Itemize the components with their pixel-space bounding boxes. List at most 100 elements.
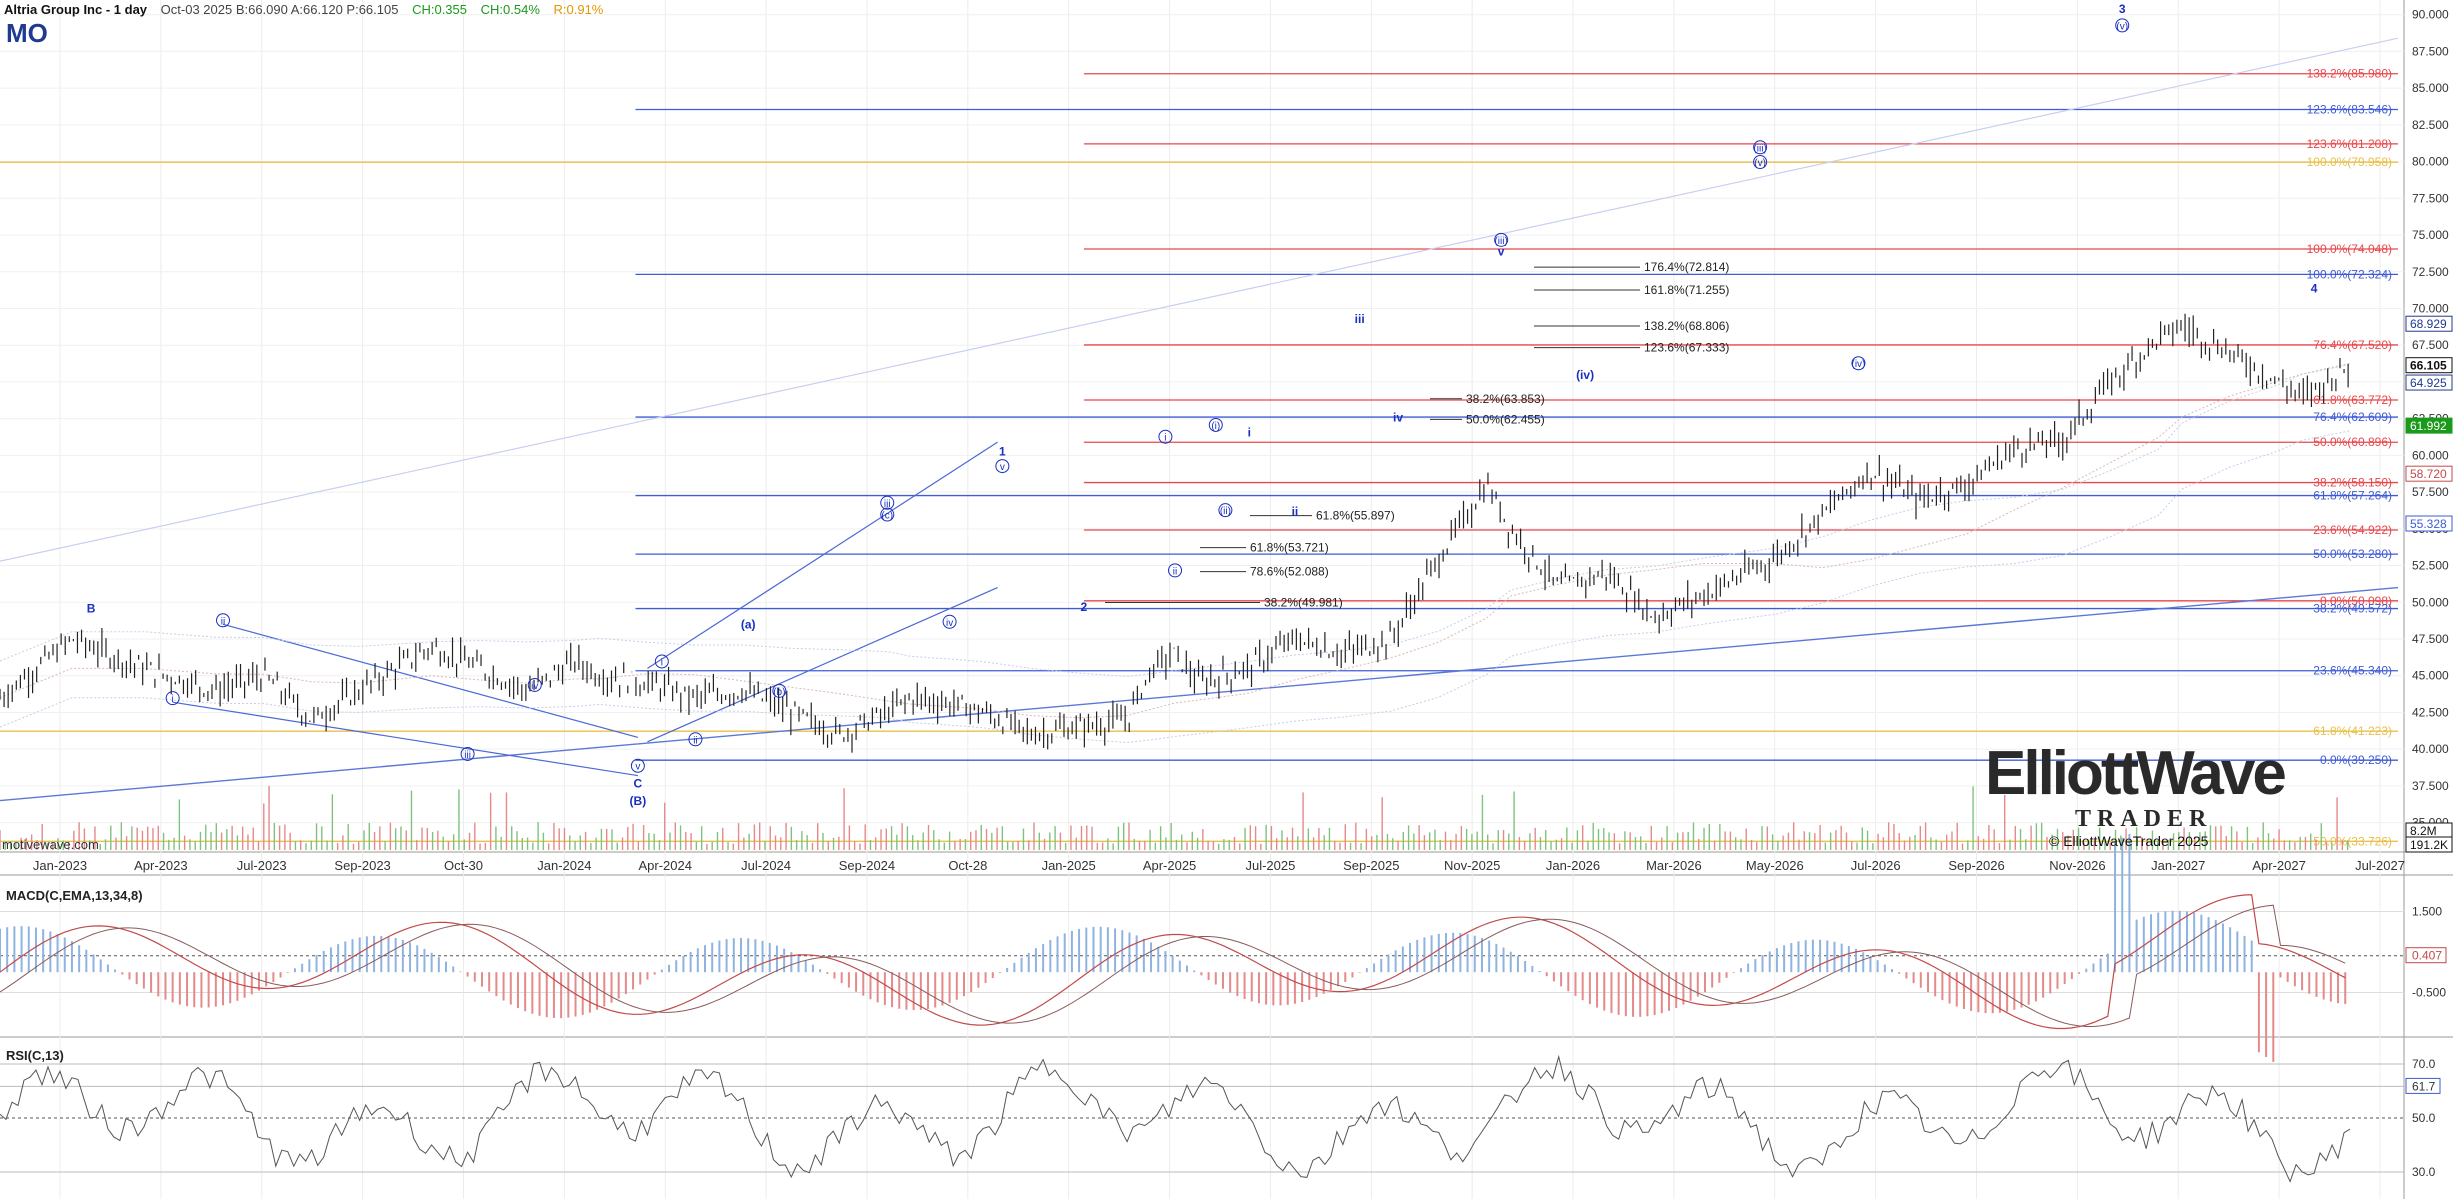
- fib-level-label: 50.0%(53.280): [2313, 547, 2392, 561]
- macd-tick-label: -0.500: [2412, 985, 2446, 999]
- wave-label: iv: [531, 681, 538, 692]
- price-badge-label: 58.720: [2410, 467, 2447, 481]
- wave-label: (iii): [1753, 143, 1766, 154]
- price-badge: [2405, 374, 2453, 391]
- price-bars: [0, 313, 2349, 753]
- x-tick-label: Nov-2026: [2049, 858, 2105, 873]
- change-pct: CH:0.54%: [480, 2, 540, 17]
- fib-marker-label: 78.6%(52.088): [1250, 565, 1329, 579]
- price-badge: [2405, 315, 2453, 332]
- x-tick-label: Sep-2026: [1948, 858, 2004, 873]
- price-badge-label: 68.929: [2410, 317, 2447, 331]
- wedge-line: [172, 701, 638, 777]
- x-tick-label: Oct-28: [948, 858, 987, 873]
- x-tick-label: Jul-2025: [1245, 858, 1295, 873]
- fib-marker-label: 176.4%(72.814): [1644, 260, 1729, 274]
- wave-label: (B): [630, 794, 647, 808]
- wave-label: (a): [741, 618, 756, 632]
- wave-label-circle: [880, 495, 895, 510]
- wave-label: (iv): [1852, 359, 1866, 370]
- y-tick-label: 70.000: [2412, 301, 2449, 315]
- fib-level-label: 50.0%(60.896): [2313, 435, 2392, 449]
- wave-label-circle: [772, 683, 787, 698]
- macd-line: [0, 894, 2346, 1030]
- moving-average: [0, 364, 2351, 677]
- copyright: © ElliottWaveTrader 2025: [2049, 833, 2209, 849]
- wave-label: ii: [693, 735, 697, 746]
- price-badge-label: 8.2M: [2410, 824, 2437, 838]
- price-badge-label: 55.328: [2410, 517, 2447, 531]
- x-tick-label: Jan-2027: [2151, 858, 2205, 873]
- wave-label-circle: [630, 758, 645, 773]
- wave-label: i: [1164, 433, 1166, 444]
- symbol-label: MO: [6, 18, 48, 48]
- y-tick-label: 82.500: [2412, 118, 2449, 132]
- macd-lines: [0, 833, 2347, 1062]
- x-tick-label: Jan-2025: [1042, 858, 1096, 873]
- fib-level-label: 0.0%(39.250): [2320, 753, 2392, 767]
- y-tick-label: 80.000: [2412, 155, 2449, 169]
- fib-level-label: 23.6%(45.340): [2313, 664, 2392, 678]
- wave-label-circle: [1218, 503, 1233, 518]
- wave-label-circle: [1851, 356, 1866, 371]
- y-tick-label: 72.500: [2412, 265, 2449, 279]
- x-tick-label: Mar-2026: [1646, 858, 1702, 873]
- fib-level-label: 61.8%(57.264): [2313, 489, 2392, 503]
- fib-level-label: 100.0%(74.048): [2307, 242, 2392, 256]
- wave-label: (v): [2116, 21, 2128, 32]
- fib-marker-label: 50.0%(62.455): [1466, 412, 1545, 426]
- price-badge: [2405, 417, 2453, 434]
- x-tick-label: Jul-2027: [2355, 858, 2405, 873]
- y-tick-label: 57.500: [2412, 485, 2449, 499]
- fib-marker-label: 61.8%(55.897): [1316, 509, 1395, 523]
- wave-label-circle: [460, 746, 475, 761]
- wave-label: (ii): [1220, 506, 1231, 517]
- wave-label: (iii): [1494, 236, 1507, 247]
- x-tick-label: Apr-2024: [638, 858, 691, 873]
- wave-label: iv: [1393, 411, 1403, 425]
- fib-level-label: 50.0%(33.726): [2313, 834, 2392, 848]
- wave-label: ii: [1292, 505, 1299, 519]
- x-tick-label: Jan-2023: [33, 858, 87, 873]
- rsi-tick-label: 50.0: [2412, 1111, 2436, 1125]
- volume-bars: [0, 785, 2349, 850]
- y-tick-label: 42.500: [2412, 705, 2449, 719]
- price-badge: [2405, 836, 2453, 853]
- wave-label-circle: [1208, 417, 1223, 432]
- macd-signal-line: [0, 904, 2346, 1027]
- x-tick-label: Apr-2023: [134, 858, 187, 873]
- y-tick-label: 85.000: [2412, 81, 2449, 95]
- y-tick-label: 87.500: [2412, 44, 2449, 58]
- price-panel-bg: [0, 0, 2453, 852]
- macd-tick-label: 1.500: [2412, 904, 2442, 918]
- fib-marker-label: 38.2%(49.981): [1264, 596, 1343, 610]
- fib-level-label: 38.2%(49.572): [2313, 602, 2392, 616]
- wave-label: iv: [946, 618, 953, 629]
- fib-level-label: 38.2%(58.150): [2313, 476, 2392, 490]
- fib-level-label: 100.0%(79.958): [2307, 155, 2392, 169]
- price-badge: [2405, 465, 2453, 482]
- x-tick-label: Apr-2025: [1143, 858, 1196, 873]
- elliottwave-logo: ElliottWave TRADER: [1985, 742, 2285, 832]
- wave-label: i: [1248, 425, 1251, 439]
- wave-label-circle: [527, 677, 542, 692]
- y-tick-label: 77.500: [2412, 191, 2449, 205]
- wave-label-circle: [942, 614, 957, 629]
- chart-header: Altria Group Inc - 1 day Oct-03 2025 B:6…: [4, 2, 603, 17]
- wave-label: 2: [1081, 600, 1088, 614]
- svg-text:ElliottWave: ElliottWave: [1985, 742, 2285, 808]
- wedge-line: [222, 623, 639, 738]
- fib-level-label: 76.4%(67.520): [2313, 338, 2392, 352]
- watermark: motivewave.com: [2, 837, 99, 852]
- rsi-tick-label: 30.0: [2412, 1165, 2436, 1179]
- rsi-panel-title: RSI(C,13): [6, 1048, 64, 1063]
- fib-level-label: 23.6%(54.922): [2313, 523, 2392, 537]
- y-tick-label: 37.500: [2412, 779, 2449, 793]
- wave-label: 4: [2311, 281, 2318, 295]
- y-tick-label: 47.500: [2412, 632, 2449, 646]
- fib-marker-label: 61.8%(53.721): [1250, 541, 1329, 555]
- trend-line: [0, 37, 2399, 562]
- fib-marker-label: 138.2%(68.806): [1644, 319, 1729, 333]
- macd-badge: [2405, 947, 2447, 964]
